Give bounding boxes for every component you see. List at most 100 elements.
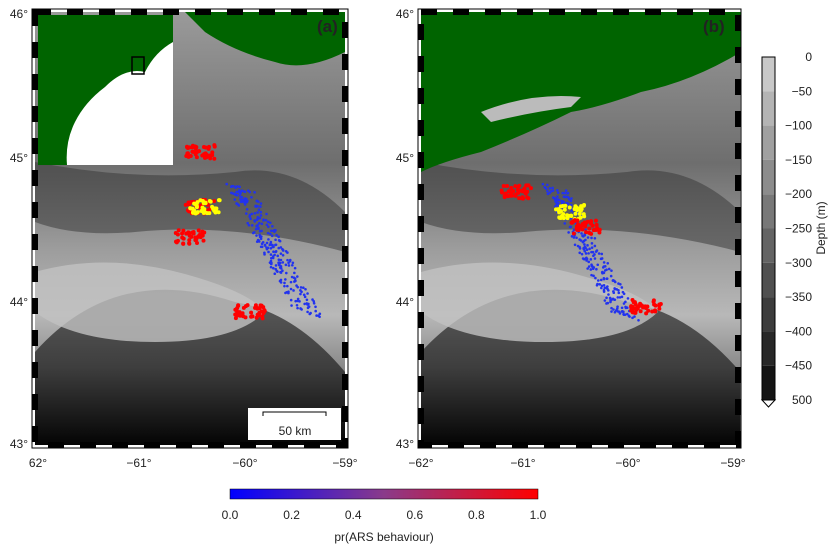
ars-point	[594, 219, 598, 223]
track-point	[594, 277, 597, 280]
track-point	[309, 312, 312, 315]
track-point	[581, 253, 584, 256]
track-point	[564, 192, 567, 195]
track-point	[622, 311, 625, 314]
track-point	[624, 306, 627, 309]
track-point	[272, 267, 275, 270]
track-point	[254, 205, 257, 208]
track-point	[569, 226, 572, 229]
lat-tick-label: 46°	[396, 7, 414, 21]
track-point	[563, 222, 566, 225]
track-point	[254, 220, 257, 223]
track-point	[586, 244, 589, 247]
track-point	[547, 193, 550, 196]
track-point	[271, 244, 274, 247]
lon-tick-label: −60°	[232, 456, 257, 470]
track-point	[235, 202, 238, 205]
track-point	[601, 285, 604, 288]
ars-point	[657, 307, 661, 311]
depth-band	[762, 366, 775, 400]
track-point	[258, 234, 261, 237]
ars-point	[507, 189, 511, 193]
track-point	[270, 261, 273, 264]
ars-point	[260, 314, 264, 318]
track-point	[600, 258, 603, 261]
track-point	[570, 210, 573, 213]
ars-point	[261, 305, 265, 309]
track-point	[566, 192, 569, 195]
ars-point	[208, 199, 212, 203]
track-point	[607, 293, 610, 296]
track-point	[263, 251, 266, 254]
track-point	[584, 257, 587, 260]
ars-point	[195, 155, 199, 159]
track-point	[586, 248, 589, 251]
track-point	[603, 261, 606, 264]
track-point	[591, 246, 594, 249]
track-point	[285, 272, 288, 275]
track-point	[234, 193, 237, 196]
ars-point	[589, 219, 593, 223]
track-point	[621, 296, 624, 299]
depth-band	[762, 263, 775, 297]
ars-point	[186, 230, 190, 234]
track-point	[293, 272, 296, 275]
track-point	[604, 269, 607, 272]
track-point	[273, 230, 276, 233]
track-point	[251, 224, 254, 227]
depth-tick-label: −450	[785, 359, 812, 373]
track-point	[612, 298, 615, 301]
track-point	[294, 267, 297, 270]
track-point	[299, 293, 302, 296]
track-point	[280, 281, 283, 284]
ars-point	[645, 305, 649, 309]
track-point	[287, 261, 290, 264]
track-point	[280, 271, 283, 274]
ars-point	[573, 207, 577, 211]
track-point	[595, 250, 598, 253]
track-point	[237, 185, 240, 188]
ars-point	[189, 235, 193, 239]
ars-point	[582, 212, 586, 216]
ars-point	[207, 154, 211, 158]
track-point	[602, 266, 605, 269]
track-point	[610, 269, 613, 272]
panel-label: (b)	[703, 17, 725, 36]
ars-point	[184, 203, 188, 207]
track-point	[243, 201, 246, 204]
ars-point	[526, 183, 530, 187]
track-point	[280, 252, 283, 255]
prob-tick-label: 1.0	[530, 508, 547, 522]
depth-tick-label: 0	[805, 50, 812, 64]
ars-point	[631, 310, 635, 314]
track-point	[274, 238, 277, 241]
track-point	[304, 288, 307, 291]
track-point	[233, 198, 236, 201]
track-point	[582, 235, 585, 238]
ars-point	[572, 231, 576, 235]
track-point	[259, 211, 262, 214]
track-point	[594, 237, 597, 240]
ars-point	[198, 198, 202, 202]
track-point	[587, 261, 590, 264]
ars-point	[576, 222, 580, 226]
track-point	[261, 242, 264, 245]
depth-arrow	[762, 400, 775, 407]
ars-point	[218, 198, 222, 202]
track-point	[621, 286, 624, 289]
track-point	[600, 287, 603, 290]
track-point	[567, 231, 570, 234]
track-point	[275, 234, 278, 237]
depth-tick-label: 500	[792, 393, 812, 407]
track-point	[285, 291, 288, 294]
track-point	[248, 224, 251, 227]
track-point	[600, 279, 603, 282]
ars-point	[571, 220, 575, 224]
track-point	[257, 227, 260, 230]
ars-point	[207, 145, 211, 149]
ars-point	[525, 195, 529, 199]
ars-point	[197, 228, 201, 232]
track-point	[590, 237, 593, 240]
depth-tick-label: −250	[785, 222, 812, 236]
track-point	[616, 305, 619, 308]
